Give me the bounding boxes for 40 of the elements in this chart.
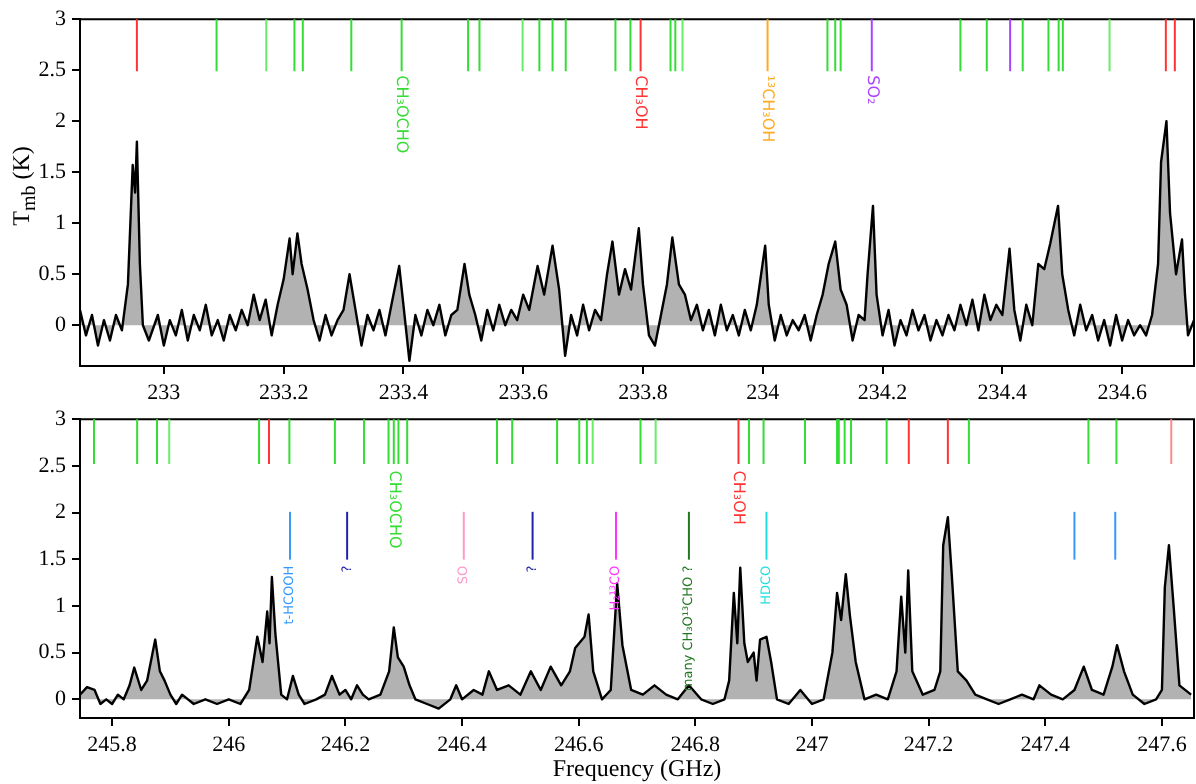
x-tick-label: 233: [147, 380, 182, 405]
x-axis-title: Frequency (GHz): [552, 753, 722, 782]
x-tick-label: 246: [212, 732, 247, 757]
x-tick-label: 234.6: [1097, 380, 1148, 405]
y-tick-label: 1: [55, 210, 66, 235]
x-tick-label: 234.2: [857, 380, 908, 405]
annotation: CH₃OH: [632, 75, 651, 130]
x-tick-label: 234: [746, 380, 781, 405]
x-tick-label: 246.6: [553, 732, 605, 757]
x-tick-label: 247.4: [1020, 732, 1072, 757]
x-tick-label: 246.4: [437, 732, 488, 757]
annotation: SO₂: [863, 75, 882, 105]
x-tick-label: 247.2: [903, 732, 954, 757]
annotation: CH₃OH: [730, 470, 749, 525]
annotation: CH₃OCHO: [393, 75, 412, 154]
x-tick-label: 233.8: [618, 380, 669, 405]
x-tick-label: 234.4: [977, 380, 1029, 405]
y-tick-label: 0: [55, 687, 67, 712]
annotation: CH₃OCHO: [385, 470, 404, 549]
y-tick-label: 2.5: [38, 57, 67, 82]
y-tick-label: 1: [55, 593, 66, 618]
y-tick-label: 1.5: [38, 547, 67, 572]
y-tick-label: 0.5: [38, 640, 67, 665]
x-tick-label: 245.8: [87, 732, 138, 757]
y-tick-label: 0: [55, 312, 67, 337]
x-tick-label: 247: [795, 732, 830, 757]
y-tick-label: 3: [55, 406, 67, 431]
y-tick-label: 3: [55, 6, 67, 31]
y-tick-label: 2: [55, 500, 66, 525]
x-tick-label: 233.4: [378, 380, 430, 405]
x-tick-label: 246.2: [320, 732, 371, 757]
y-tick-label: 2.5: [38, 453, 67, 478]
y-tick-label: 0.5: [38, 261, 67, 286]
y-tick-label: 1.5: [38, 159, 67, 184]
annotation: ¹³CH₃OH: [759, 75, 778, 143]
x-tick-label: 246.8: [670, 732, 722, 757]
y-tick-label: 2: [55, 108, 66, 133]
x-tick-label: 247.6: [1137, 732, 1188, 757]
x-tick-label: 233.6: [498, 380, 549, 405]
x-tick-label: 233.2: [258, 380, 309, 405]
